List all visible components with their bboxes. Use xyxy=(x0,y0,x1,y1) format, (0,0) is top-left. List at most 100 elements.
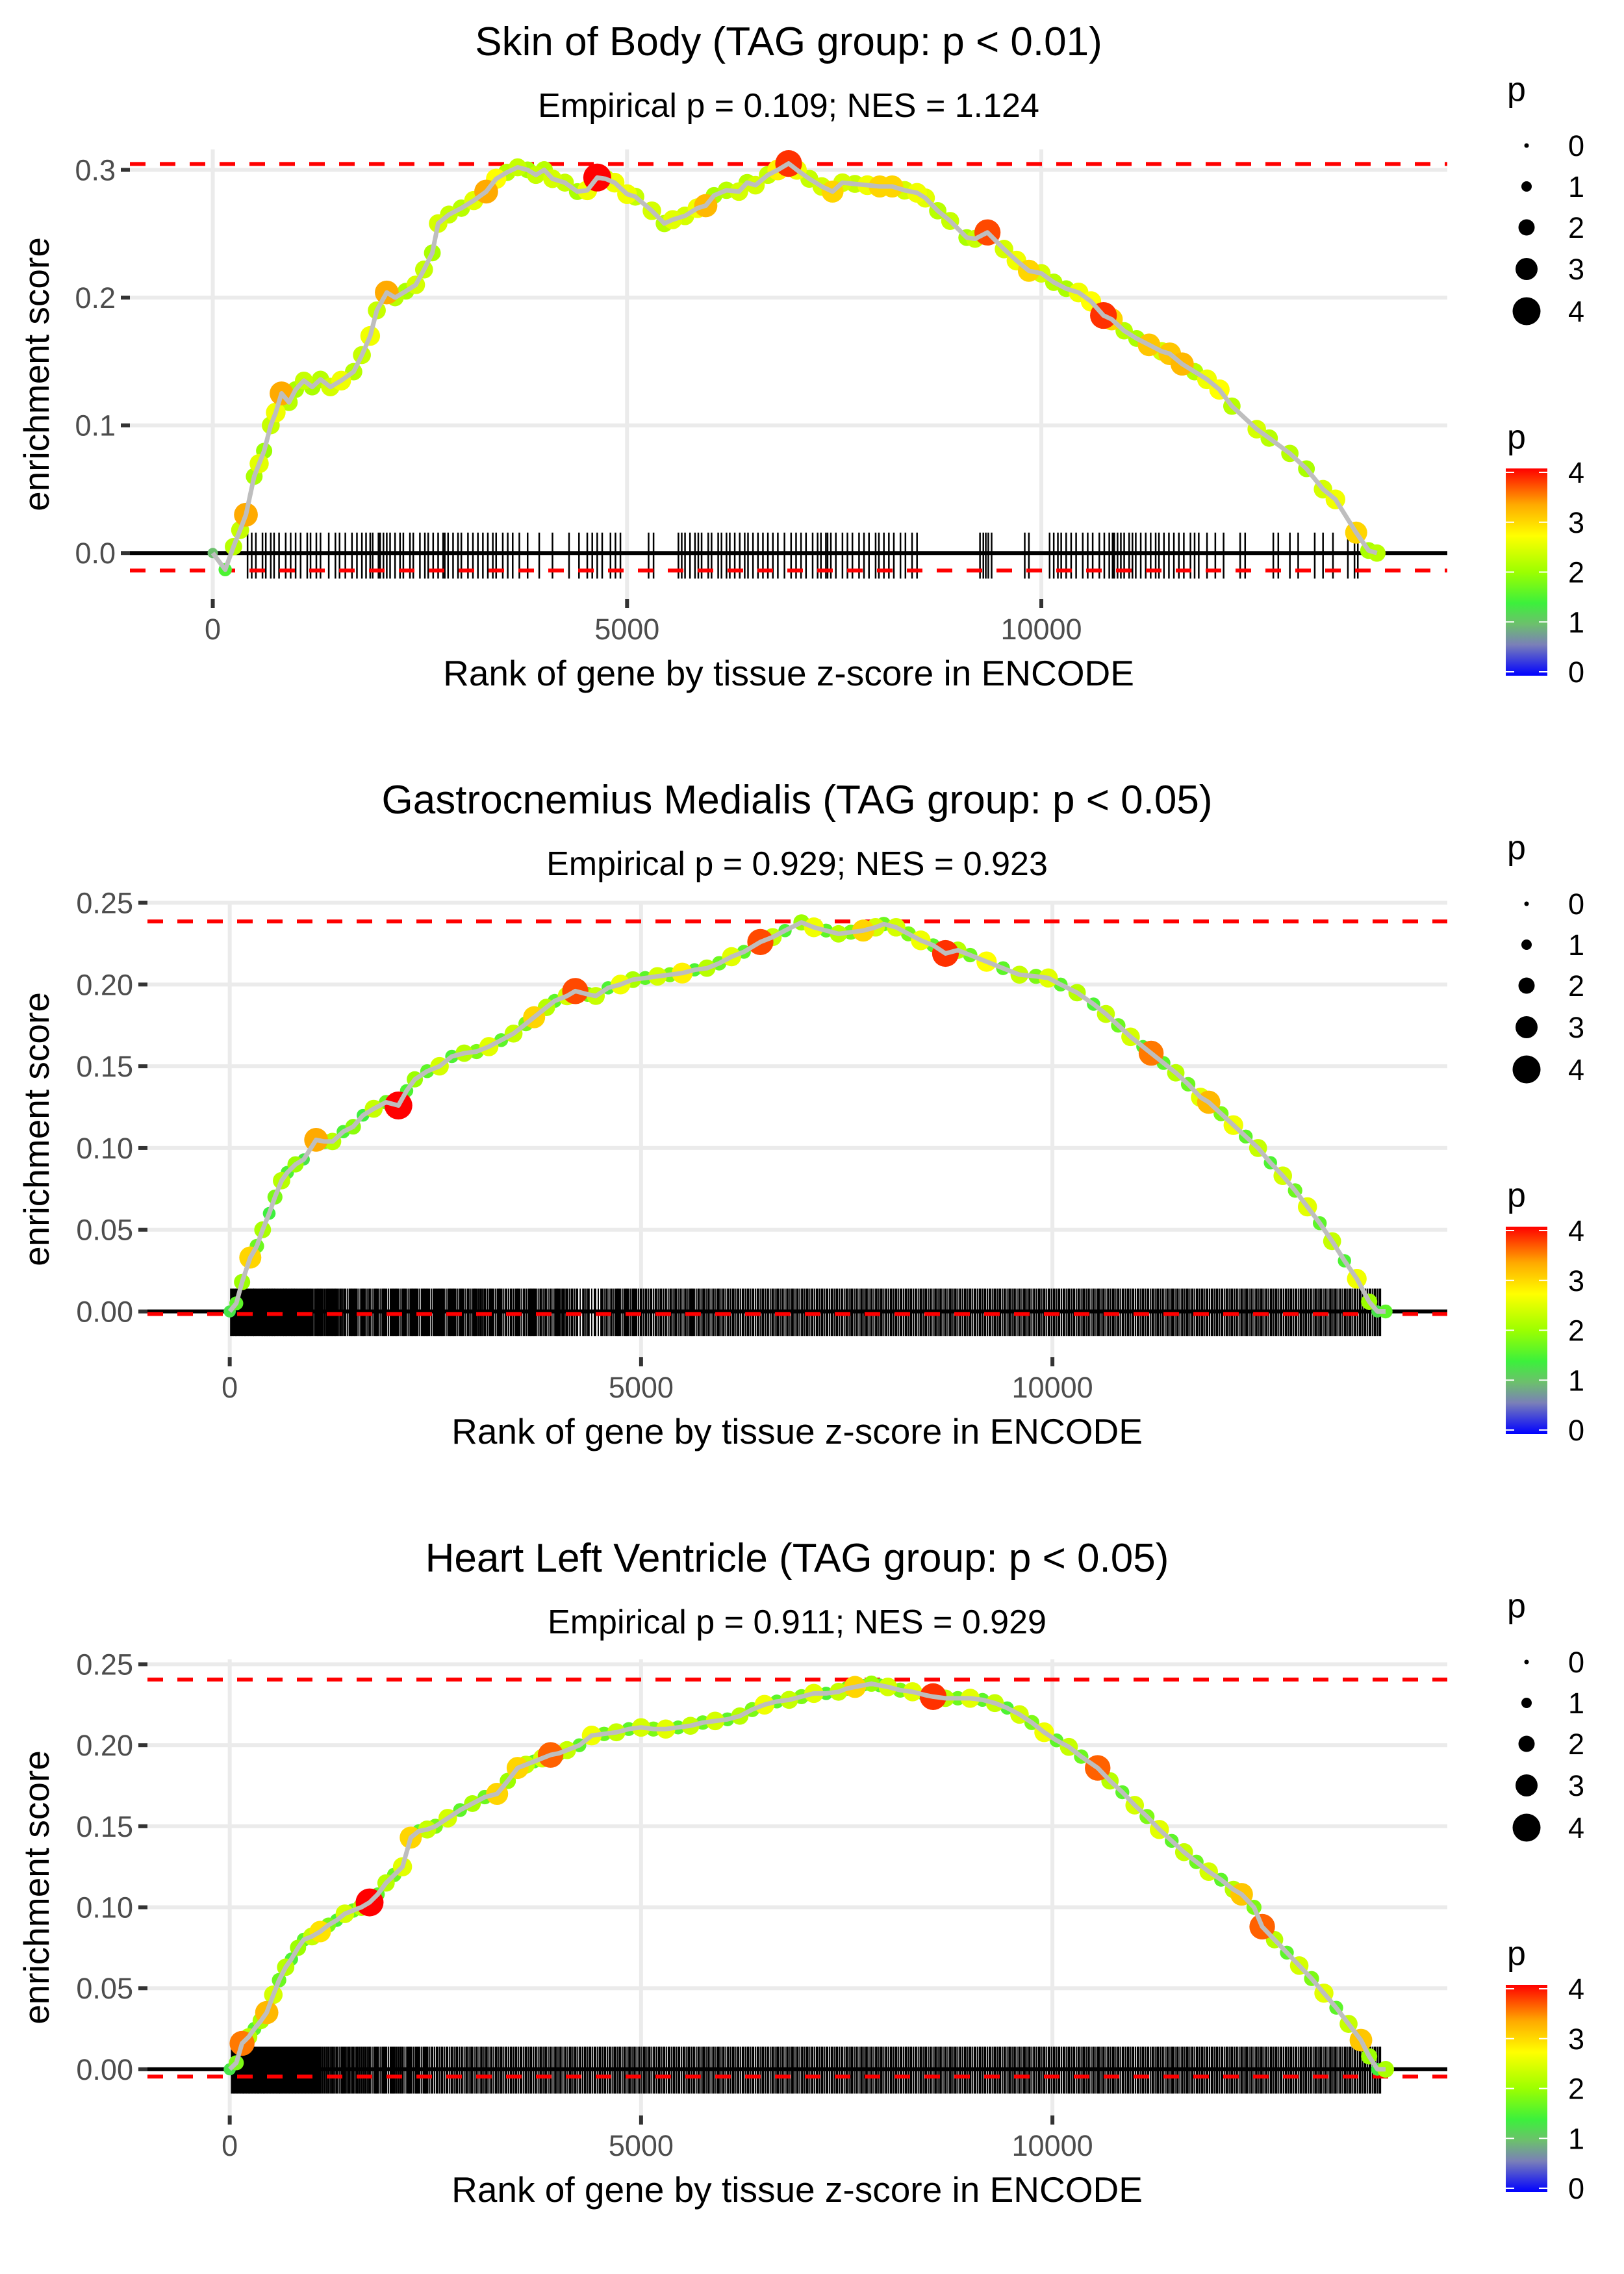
size-legend-dot xyxy=(1518,977,1535,994)
y-axis-title: enrichment score xyxy=(16,1750,57,2025)
panel-subtitle: Empirical p = 0.929; NES = 0.923 xyxy=(546,845,1048,883)
panel-subtitle: Empirical p = 0.911; NES = 0.929 xyxy=(548,1603,1047,1641)
colorbar-label: 2 xyxy=(1568,556,1584,589)
y-tick-label: 0.05 xyxy=(76,1214,133,1247)
size-legend-label: 1 xyxy=(1568,170,1584,203)
panel-heart-left-ventricle: Heart Left Ventricle (TAG group: p < 0.0… xyxy=(16,1536,1584,2210)
x-tick-label: 0 xyxy=(205,613,221,646)
size-legend-label: 3 xyxy=(1568,253,1584,286)
colorbar-label: 2 xyxy=(1568,2073,1584,2106)
panel-title: Heart Left Ventricle (TAG group: p < 0.0… xyxy=(425,1536,1169,1581)
y-tick-label: 0.20 xyxy=(76,968,133,1001)
panel-title: Skin of Body (TAG group: p < 0.01) xyxy=(475,19,1102,64)
size-legend-dot xyxy=(1521,939,1532,950)
plot-area: 0.0 0.1 0.2 0.3 0 5000 10000 xyxy=(75,149,1447,646)
x-tick-label: 5000 xyxy=(594,613,659,646)
panel-subtitle: Empirical p = 0.109; NES = 1.124 xyxy=(538,87,1039,125)
size-legend-dot xyxy=(1512,1813,1541,1842)
colorbar-label: 0 xyxy=(1568,656,1584,689)
y-tick-label: 0.15 xyxy=(76,1050,133,1083)
y-axis-title: enrichment score xyxy=(16,992,57,1266)
y-tick-label: 0.10 xyxy=(76,1891,133,1924)
x-tick-label: 5000 xyxy=(609,1371,674,1404)
size-legend-label: 4 xyxy=(1568,1811,1584,1845)
plot-area: 0.00 0.05 0.10 0.15 0.20 0.25 0 5000 10000 xyxy=(76,887,1447,1404)
colorbar-label: 3 xyxy=(1568,506,1584,539)
data-point xyxy=(1378,1304,1393,1319)
y-tick-label: 0.1 xyxy=(75,409,116,442)
colorbar-label: 3 xyxy=(1568,2023,1584,2056)
y-tick-label: 0.00 xyxy=(76,2053,133,2086)
x-axis-title: Rank of gene by tissue z-score in ENCODE xyxy=(451,2169,1143,2210)
x-tick-label: 10000 xyxy=(1012,2129,1093,2162)
legend: p 0 1 2 3 4 p 4 3 2 1 0 xyxy=(1506,829,1584,1447)
panel-skin-of-body: Skin of Body (TAG group: p < 0.01) Empir… xyxy=(16,19,1584,693)
colorbar-label: 1 xyxy=(1568,1364,1584,1397)
size-legend-dot xyxy=(1518,219,1535,236)
size-legend-title: p xyxy=(1507,71,1526,109)
y-tick-label: 0.3 xyxy=(75,153,116,186)
color-legend-title: p xyxy=(1507,1177,1526,1214)
y-tick-label: 0.05 xyxy=(76,1972,133,2005)
x-axis-title: Rank of gene by tissue z-score in ENCODE xyxy=(443,653,1134,693)
size-legend-label: 2 xyxy=(1568,1728,1584,1761)
colorbar-label: 0 xyxy=(1568,2172,1584,2205)
colorbar-label: 4 xyxy=(1568,1214,1584,1247)
y-tick-label: 0.00 xyxy=(76,1296,133,1329)
y-tick-label: 0.20 xyxy=(76,1729,133,1762)
size-legend-dot xyxy=(1521,181,1532,192)
y-tick-label: 0.25 xyxy=(76,1648,133,1681)
size-legend-title: p xyxy=(1507,829,1526,867)
size-legend-label: 2 xyxy=(1568,969,1584,1003)
x-tick-label: 0 xyxy=(222,1371,238,1404)
colorbar-label: 1 xyxy=(1568,2122,1584,2155)
colorbar-label: 1 xyxy=(1568,606,1584,639)
data-point xyxy=(1377,2060,1394,2078)
size-legend-title: p xyxy=(1507,1587,1526,1625)
size-legend-label: 1 xyxy=(1568,1687,1584,1720)
legend: p 0 1 2 3 4 p 4 3 2 1 0 xyxy=(1506,1587,1584,2205)
size-legend-dot xyxy=(1524,1659,1529,1665)
size-legend-label: 1 xyxy=(1568,928,1584,962)
y-axis-title: enrichment score xyxy=(16,237,57,511)
x-tick-label: 10000 xyxy=(1000,613,1082,646)
colorbar-label: 2 xyxy=(1568,1314,1584,1348)
size-legend-label: 0 xyxy=(1568,888,1584,921)
size-legend-dot xyxy=(1516,258,1538,280)
colorbar-label: 3 xyxy=(1568,1264,1584,1297)
color-legend-title: p xyxy=(1507,418,1526,456)
size-legend-dot xyxy=(1512,297,1541,326)
color-legend-title: p xyxy=(1507,1935,1526,1973)
size-legend-dot xyxy=(1524,901,1529,906)
size-legend-dot xyxy=(1516,1774,1538,1796)
size-legend-label: 0 xyxy=(1568,129,1584,162)
size-legend-dot xyxy=(1518,1735,1535,1752)
size-legend-label: 0 xyxy=(1568,1646,1584,1679)
colorbar-label: 4 xyxy=(1568,1973,1584,2006)
y-tick-label: 0.2 xyxy=(75,281,116,314)
enrichment-score-line xyxy=(228,1681,1386,2072)
size-legend-dot xyxy=(1521,1698,1532,1708)
size-legend-label: 4 xyxy=(1568,1053,1584,1086)
size-legend-label: 4 xyxy=(1568,295,1584,328)
panel-gastrocnemius-medialis: Gastrocnemius Medialis (TAG group: p < 0… xyxy=(16,778,1584,1451)
enrichment-score-line xyxy=(227,920,1386,1314)
y-tick-label: 0.10 xyxy=(76,1132,133,1165)
y-tick-label: 0.0 xyxy=(75,537,116,570)
legend: p 0 1 2 3 4 p 4 3 2 1 0 xyxy=(1506,71,1584,689)
x-tick-label: 0 xyxy=(222,2129,238,2162)
plot-area: 0.00 0.05 0.10 0.15 0.20 0.25 0 5000 10000 xyxy=(76,1648,1447,2162)
size-legend-label: 2 xyxy=(1568,211,1584,244)
x-tick-label: 5000 xyxy=(609,2129,674,2162)
size-legend-label: 3 xyxy=(1568,1011,1584,1044)
enrichment-score-line xyxy=(210,161,1378,572)
colorbar-label: 0 xyxy=(1568,1414,1584,1447)
size-legend-dot xyxy=(1524,143,1529,148)
x-tick-label: 10000 xyxy=(1012,1371,1093,1404)
y-tick-label: 0.25 xyxy=(76,887,133,920)
size-legend-label: 3 xyxy=(1568,1769,1584,1802)
colorbar-label: 4 xyxy=(1568,456,1584,489)
y-tick-label: 0.15 xyxy=(76,1810,133,1843)
